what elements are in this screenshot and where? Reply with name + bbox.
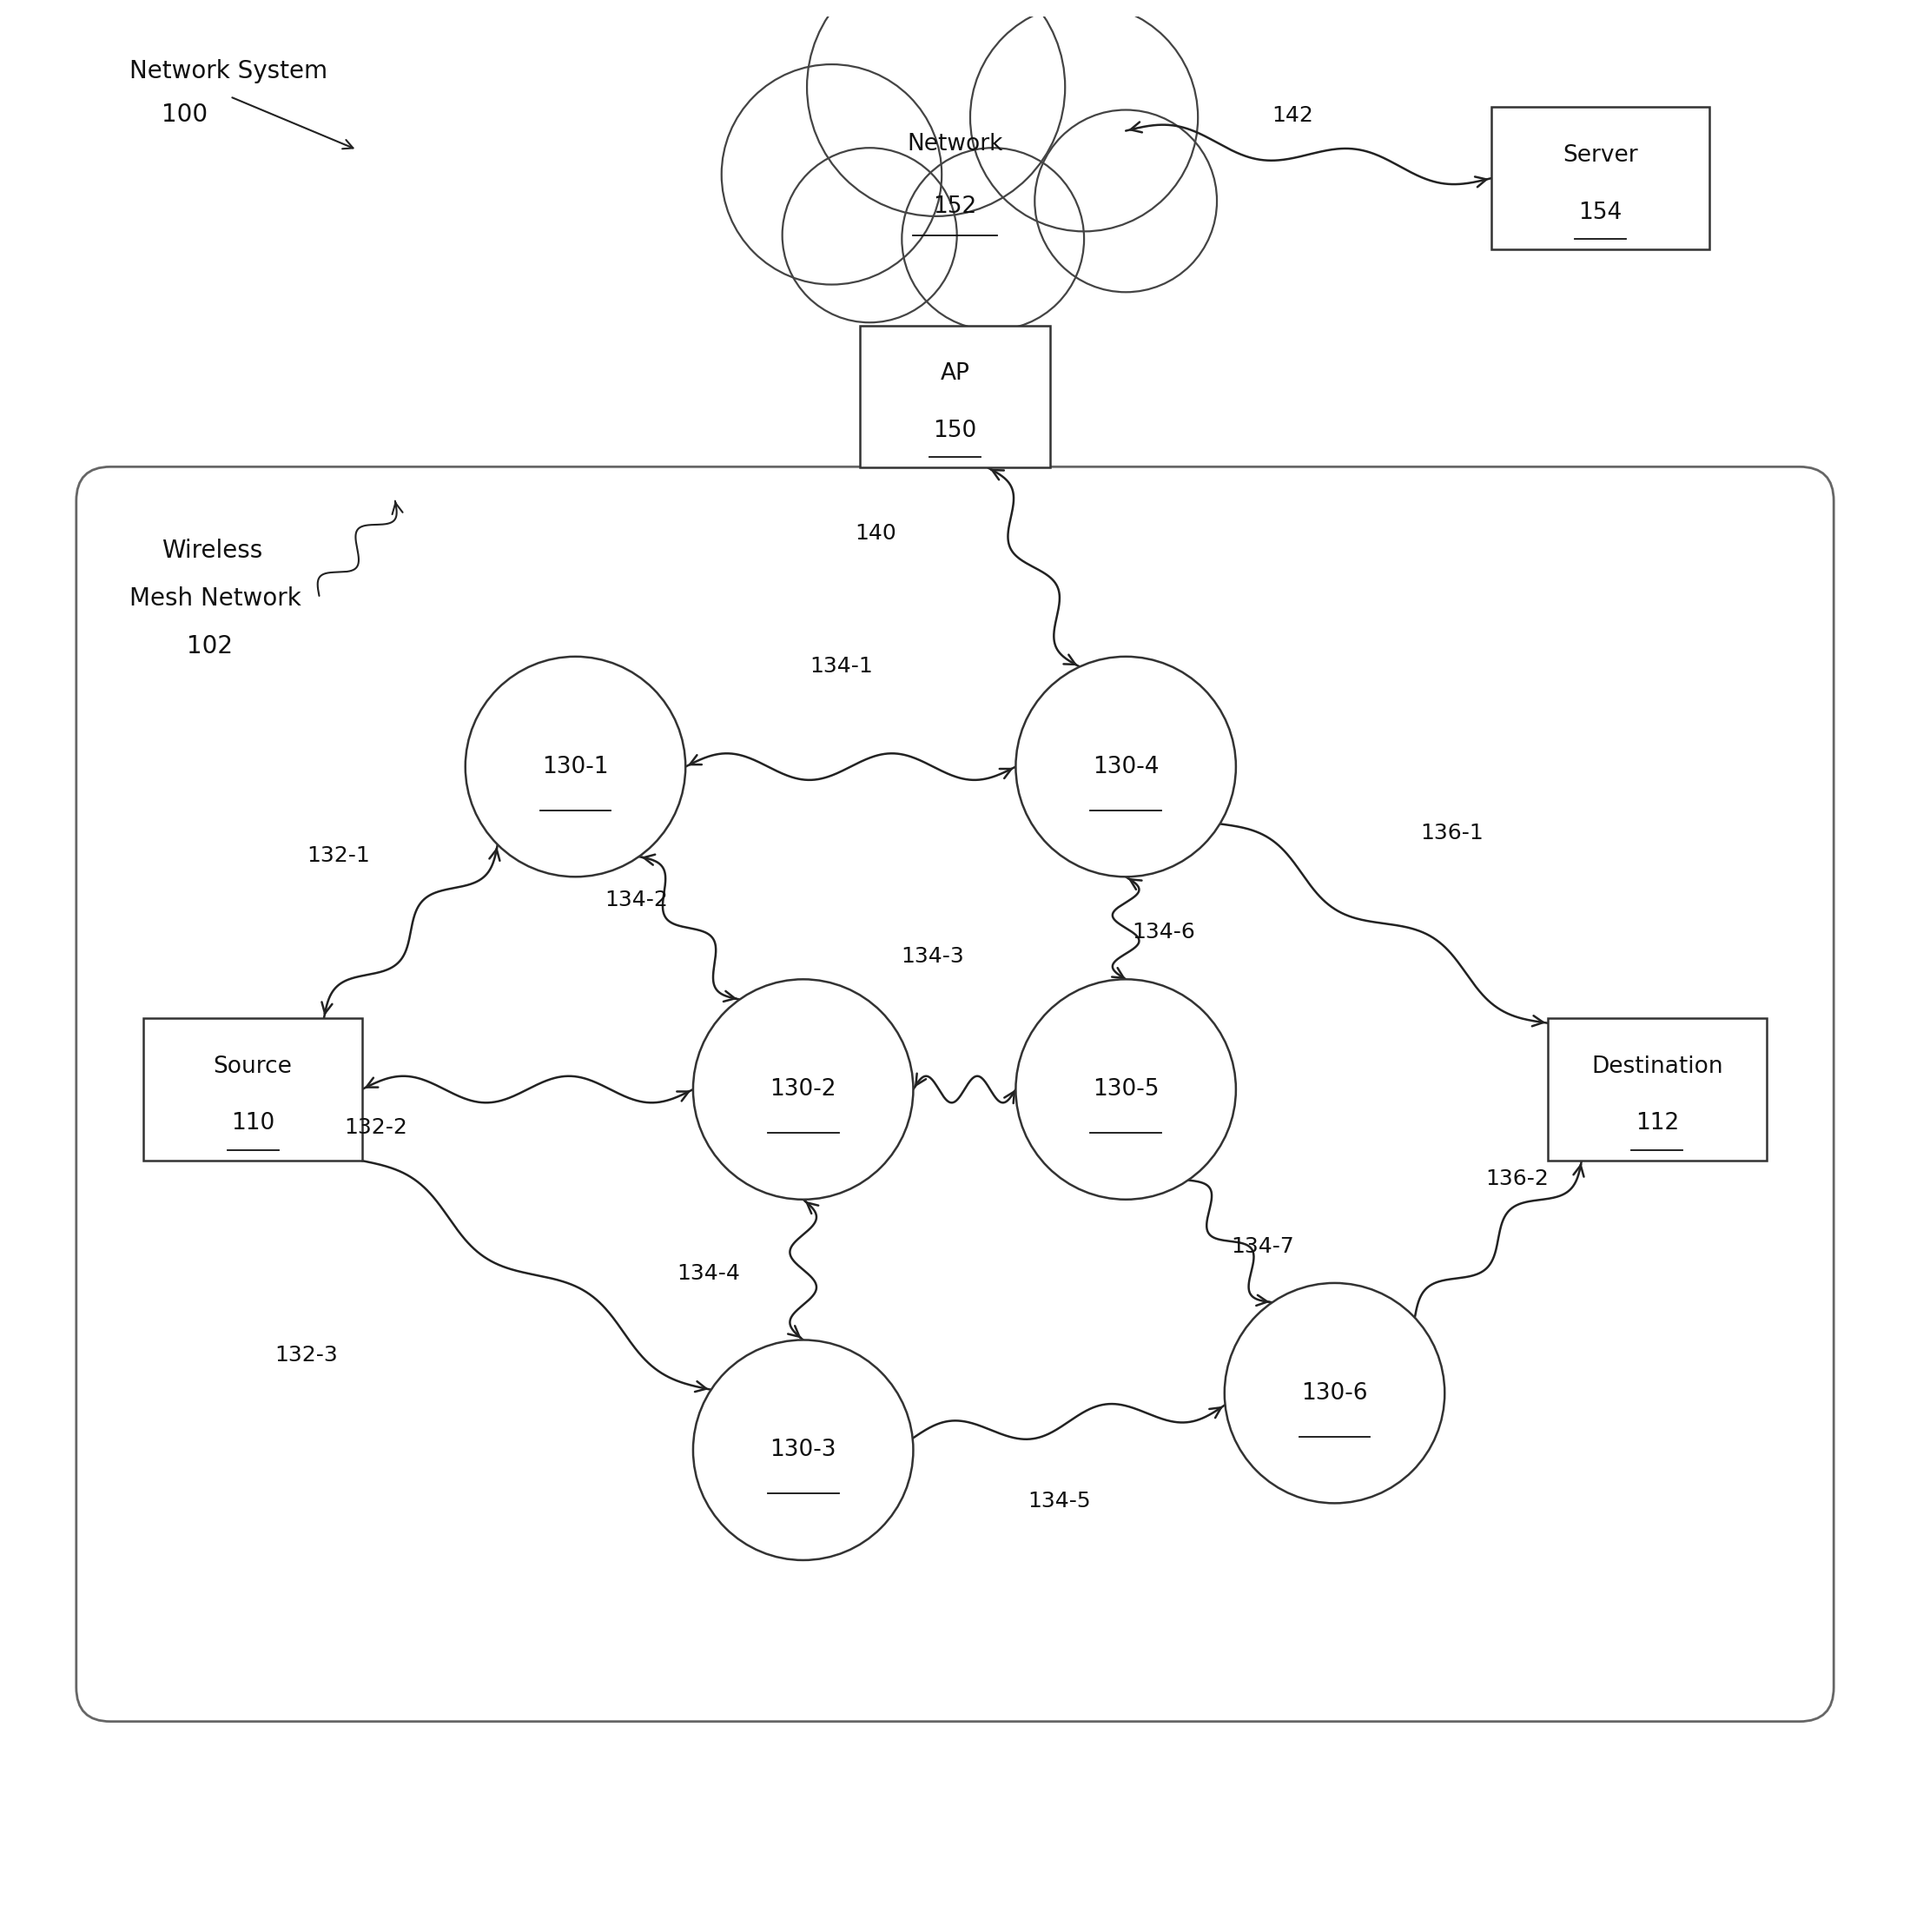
Text: 112: 112 <box>1635 1113 1679 1134</box>
Text: 130-4: 130-4 <box>1093 755 1159 779</box>
Text: 154: 154 <box>1578 201 1622 224</box>
Text: 134-3: 134-3 <box>902 947 965 966</box>
Text: 134-6: 134-6 <box>1133 922 1196 943</box>
Text: Wireless: Wireless <box>162 539 264 564</box>
FancyBboxPatch shape <box>1549 1018 1767 1161</box>
Circle shape <box>466 657 686 877</box>
Circle shape <box>1016 657 1236 877</box>
Text: 132-1: 132-1 <box>308 846 371 866</box>
FancyBboxPatch shape <box>860 325 1050 468</box>
FancyBboxPatch shape <box>143 1018 361 1161</box>
Text: Server: Server <box>1562 145 1639 166</box>
Circle shape <box>783 149 957 323</box>
Circle shape <box>1224 1283 1444 1503</box>
Text: 130-5: 130-5 <box>1093 1078 1159 1101</box>
Text: Destination: Destination <box>1591 1055 1723 1078</box>
Text: 130-2: 130-2 <box>770 1078 837 1101</box>
Circle shape <box>970 4 1198 232</box>
Circle shape <box>806 0 1066 216</box>
Text: 134-5: 134-5 <box>1028 1492 1091 1511</box>
Circle shape <box>1016 980 1236 1200</box>
Circle shape <box>693 980 913 1200</box>
Text: 140: 140 <box>854 524 896 543</box>
Text: 132-2: 132-2 <box>344 1117 407 1138</box>
Text: Network System: Network System <box>130 58 327 83</box>
Text: 134-1: 134-1 <box>810 655 873 676</box>
Text: 142: 142 <box>1272 104 1314 126</box>
Text: 130-3: 130-3 <box>770 1439 837 1461</box>
Circle shape <box>902 149 1085 330</box>
FancyBboxPatch shape <box>1492 106 1709 249</box>
Text: Network: Network <box>907 133 1003 155</box>
Text: AP: AP <box>940 363 970 384</box>
Circle shape <box>722 64 942 284</box>
Text: 132-3: 132-3 <box>275 1345 338 1366</box>
Text: Source: Source <box>214 1055 292 1078</box>
Text: 150: 150 <box>934 419 976 442</box>
Text: 134-7: 134-7 <box>1230 1236 1295 1258</box>
Text: 100: 100 <box>162 102 208 128</box>
Text: 110: 110 <box>231 1113 275 1134</box>
Text: 136-1: 136-1 <box>1421 823 1484 844</box>
Text: 152: 152 <box>934 195 976 218</box>
Text: 130-1: 130-1 <box>542 755 609 779</box>
Text: Mesh Network: Mesh Network <box>130 585 302 611</box>
Circle shape <box>693 1341 913 1561</box>
Text: 134-2: 134-2 <box>604 889 668 910</box>
Text: 130-6: 130-6 <box>1301 1381 1368 1405</box>
Text: 134-4: 134-4 <box>676 1264 739 1285</box>
Circle shape <box>1035 110 1217 292</box>
Text: 102: 102 <box>187 634 233 659</box>
Text: 136-2: 136-2 <box>1486 1169 1549 1188</box>
